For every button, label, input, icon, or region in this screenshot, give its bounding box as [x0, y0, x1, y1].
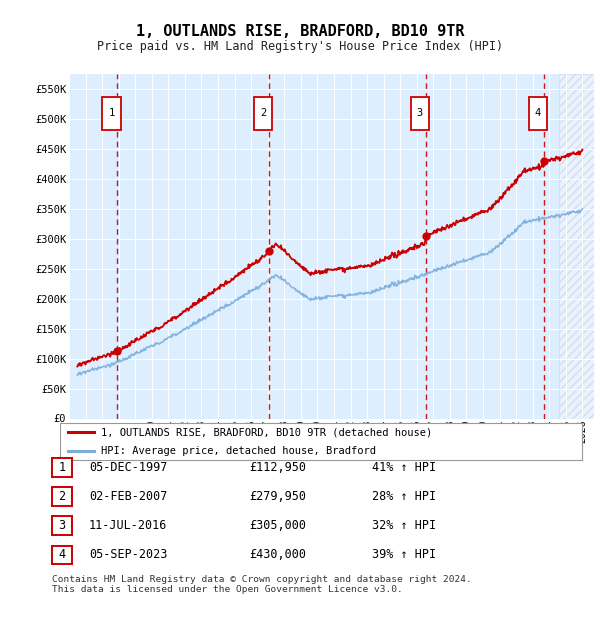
- Text: 05-DEC-1997: 05-DEC-1997: [89, 461, 167, 474]
- Text: 4: 4: [59, 549, 65, 561]
- Text: £305,000: £305,000: [249, 520, 306, 532]
- Text: 4: 4: [535, 108, 541, 118]
- Text: 1: 1: [59, 461, 65, 474]
- Text: £279,950: £279,950: [249, 490, 306, 503]
- Text: 2: 2: [59, 490, 65, 503]
- Text: 05-SEP-2023: 05-SEP-2023: [89, 549, 167, 561]
- Text: 02-FEB-2007: 02-FEB-2007: [89, 490, 167, 503]
- Text: Price paid vs. HM Land Registry's House Price Index (HPI): Price paid vs. HM Land Registry's House …: [97, 40, 503, 53]
- Text: £112,950: £112,950: [249, 461, 306, 474]
- FancyBboxPatch shape: [529, 97, 547, 130]
- FancyBboxPatch shape: [410, 97, 429, 130]
- Text: 1, OUTLANDS RISE, BRADFORD, BD10 9TR: 1, OUTLANDS RISE, BRADFORD, BD10 9TR: [136, 24, 464, 38]
- Bar: [559, 74, 594, 418]
- Text: 28% ↑ HPI: 28% ↑ HPI: [372, 490, 436, 503]
- Text: 11-JUL-2016: 11-JUL-2016: [89, 520, 167, 532]
- FancyBboxPatch shape: [103, 97, 121, 130]
- Text: 1: 1: [109, 108, 115, 118]
- Text: £430,000: £430,000: [249, 549, 306, 561]
- Text: 3: 3: [59, 520, 65, 532]
- Text: HPI: Average price, detached house, Bradford: HPI: Average price, detached house, Brad…: [101, 446, 376, 456]
- Text: 39% ↑ HPI: 39% ↑ HPI: [372, 549, 436, 561]
- Text: 41% ↑ HPI: 41% ↑ HPI: [372, 461, 436, 474]
- Text: 2: 2: [260, 108, 266, 118]
- Text: Contains HM Land Registry data © Crown copyright and database right 2024.: Contains HM Land Registry data © Crown c…: [52, 575, 472, 584]
- FancyBboxPatch shape: [254, 97, 272, 130]
- Text: This data is licensed under the Open Government Licence v3.0.: This data is licensed under the Open Gov…: [52, 585, 403, 594]
- Text: 1, OUTLANDS RISE, BRADFORD, BD10 9TR (detached house): 1, OUTLANDS RISE, BRADFORD, BD10 9TR (de…: [101, 427, 432, 437]
- Text: 32% ↑ HPI: 32% ↑ HPI: [372, 520, 436, 532]
- Text: 3: 3: [416, 108, 423, 118]
